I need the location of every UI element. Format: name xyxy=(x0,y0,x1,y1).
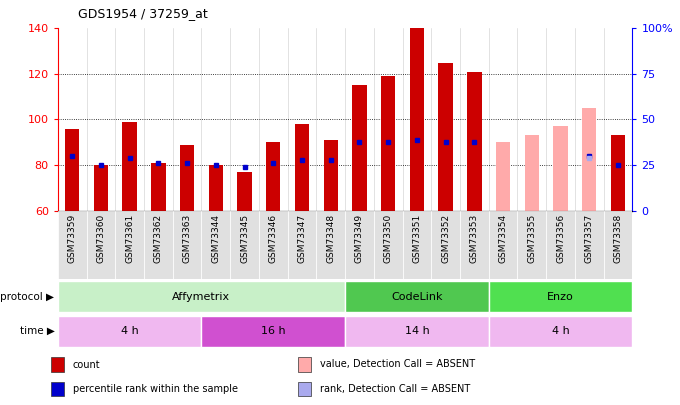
Text: GSM73358: GSM73358 xyxy=(613,214,622,263)
Text: 4 h: 4 h xyxy=(551,326,569,336)
Text: Affymetrix: Affymetrix xyxy=(173,292,231,302)
Bar xyxy=(144,211,173,279)
Text: GSM73350: GSM73350 xyxy=(384,214,392,263)
Bar xyxy=(525,135,539,211)
Bar xyxy=(51,382,64,396)
Bar xyxy=(316,211,345,279)
Bar xyxy=(345,315,489,347)
Bar xyxy=(345,281,489,312)
Text: time ▶: time ▶ xyxy=(20,326,54,336)
Bar xyxy=(345,211,374,279)
Text: GSM73363: GSM73363 xyxy=(183,214,192,263)
Bar xyxy=(298,357,311,372)
Text: 4 h: 4 h xyxy=(121,326,139,336)
Text: GSM73352: GSM73352 xyxy=(441,214,450,263)
Bar xyxy=(582,108,596,211)
Text: GSM73349: GSM73349 xyxy=(355,214,364,263)
Bar xyxy=(374,211,403,279)
Bar xyxy=(431,211,460,279)
Bar xyxy=(489,281,632,312)
Text: GSM73359: GSM73359 xyxy=(68,214,77,263)
Bar xyxy=(94,165,108,211)
Bar xyxy=(324,140,338,211)
Text: GSM73344: GSM73344 xyxy=(211,214,220,263)
Bar xyxy=(237,172,252,211)
Bar xyxy=(58,211,86,279)
Text: GDS1954 / 37259_at: GDS1954 / 37259_at xyxy=(78,7,208,20)
Bar xyxy=(230,211,259,279)
Bar xyxy=(288,211,316,279)
Text: GSM73346: GSM73346 xyxy=(269,214,277,263)
Text: GSM73361: GSM73361 xyxy=(125,214,134,263)
Bar xyxy=(295,124,309,211)
Text: GSM73354: GSM73354 xyxy=(498,214,507,263)
Bar xyxy=(151,163,165,211)
Bar xyxy=(65,129,80,211)
Bar xyxy=(381,76,395,211)
Bar xyxy=(266,142,280,211)
Bar xyxy=(403,211,431,279)
Text: GSM73362: GSM73362 xyxy=(154,214,163,263)
Text: GSM73348: GSM73348 xyxy=(326,214,335,263)
Text: GSM73353: GSM73353 xyxy=(470,214,479,263)
Text: Enzo: Enzo xyxy=(547,292,574,302)
Text: protocol ▶: protocol ▶ xyxy=(1,292,54,302)
Bar xyxy=(201,315,345,347)
Text: GSM73356: GSM73356 xyxy=(556,214,565,263)
Bar xyxy=(180,145,194,211)
Bar xyxy=(201,211,231,279)
Text: rank, Detection Call = ABSENT: rank, Detection Call = ABSENT xyxy=(320,384,470,394)
Text: 14 h: 14 h xyxy=(405,326,429,336)
Text: GSM73347: GSM73347 xyxy=(298,214,307,263)
Bar xyxy=(259,211,288,279)
Bar xyxy=(352,85,367,211)
Bar xyxy=(460,211,489,279)
Bar xyxy=(58,281,345,312)
Text: GSM73355: GSM73355 xyxy=(528,214,537,263)
Text: GSM73345: GSM73345 xyxy=(240,214,249,263)
Bar xyxy=(209,165,223,211)
Bar xyxy=(173,211,201,279)
Bar xyxy=(554,126,568,211)
Bar xyxy=(298,382,311,396)
Text: CodeLink: CodeLink xyxy=(391,292,443,302)
Text: count: count xyxy=(73,360,101,369)
Bar xyxy=(604,211,632,279)
Text: percentile rank within the sample: percentile rank within the sample xyxy=(73,384,238,394)
Bar xyxy=(467,72,481,211)
Text: GSM73360: GSM73360 xyxy=(97,214,105,263)
Bar xyxy=(86,211,116,279)
Bar xyxy=(489,211,517,279)
Bar xyxy=(575,211,604,279)
Bar xyxy=(517,211,546,279)
Bar xyxy=(496,142,510,211)
Bar xyxy=(122,122,137,211)
Text: GSM73357: GSM73357 xyxy=(585,214,594,263)
Bar xyxy=(611,135,625,211)
Bar xyxy=(116,211,144,279)
Bar xyxy=(439,62,453,211)
Text: value, Detection Call = ABSENT: value, Detection Call = ABSENT xyxy=(320,360,475,369)
Bar xyxy=(51,357,64,372)
Bar xyxy=(410,28,424,211)
Bar xyxy=(58,315,201,347)
Bar xyxy=(546,211,575,279)
Text: 16 h: 16 h xyxy=(261,326,286,336)
Text: GSM73351: GSM73351 xyxy=(413,214,422,263)
Bar xyxy=(489,315,632,347)
